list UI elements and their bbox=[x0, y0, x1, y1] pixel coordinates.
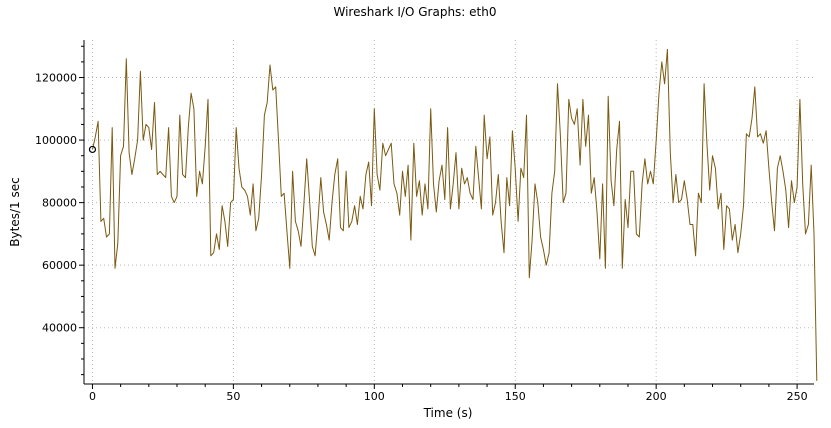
x-tick-label: 100 bbox=[364, 390, 385, 403]
y-axis-label: Bytes/1 sec bbox=[8, 177, 22, 246]
gridlines bbox=[84, 40, 814, 384]
y-tick-label: 120000 bbox=[35, 72, 77, 85]
y-tick-label: 40000 bbox=[42, 322, 77, 335]
x-tick-label: 250 bbox=[787, 390, 808, 403]
y-tick-label: 100000 bbox=[35, 134, 77, 147]
y-tick-label: 60000 bbox=[42, 259, 77, 272]
x-tick-label: 150 bbox=[505, 390, 526, 403]
series-layer bbox=[88, 48, 818, 381]
y-tick-label: 80000 bbox=[42, 197, 77, 210]
chart-title: Wireshark I/O Graphs: eth0 bbox=[334, 5, 497, 19]
axes: 0 50 100 150 200 250 40000 60000 80000 100000 1200… bbox=[35, 40, 814, 403]
x-tick-label: 0 bbox=[89, 390, 96, 403]
x-tick-label: 200 bbox=[646, 390, 667, 403]
selected-point-marker[interactable] bbox=[88, 145, 97, 154]
series-line bbox=[92, 48, 818, 381]
x-axis-label: Time (s) bbox=[423, 406, 473, 420]
x-tick-label: 50 bbox=[226, 390, 240, 403]
